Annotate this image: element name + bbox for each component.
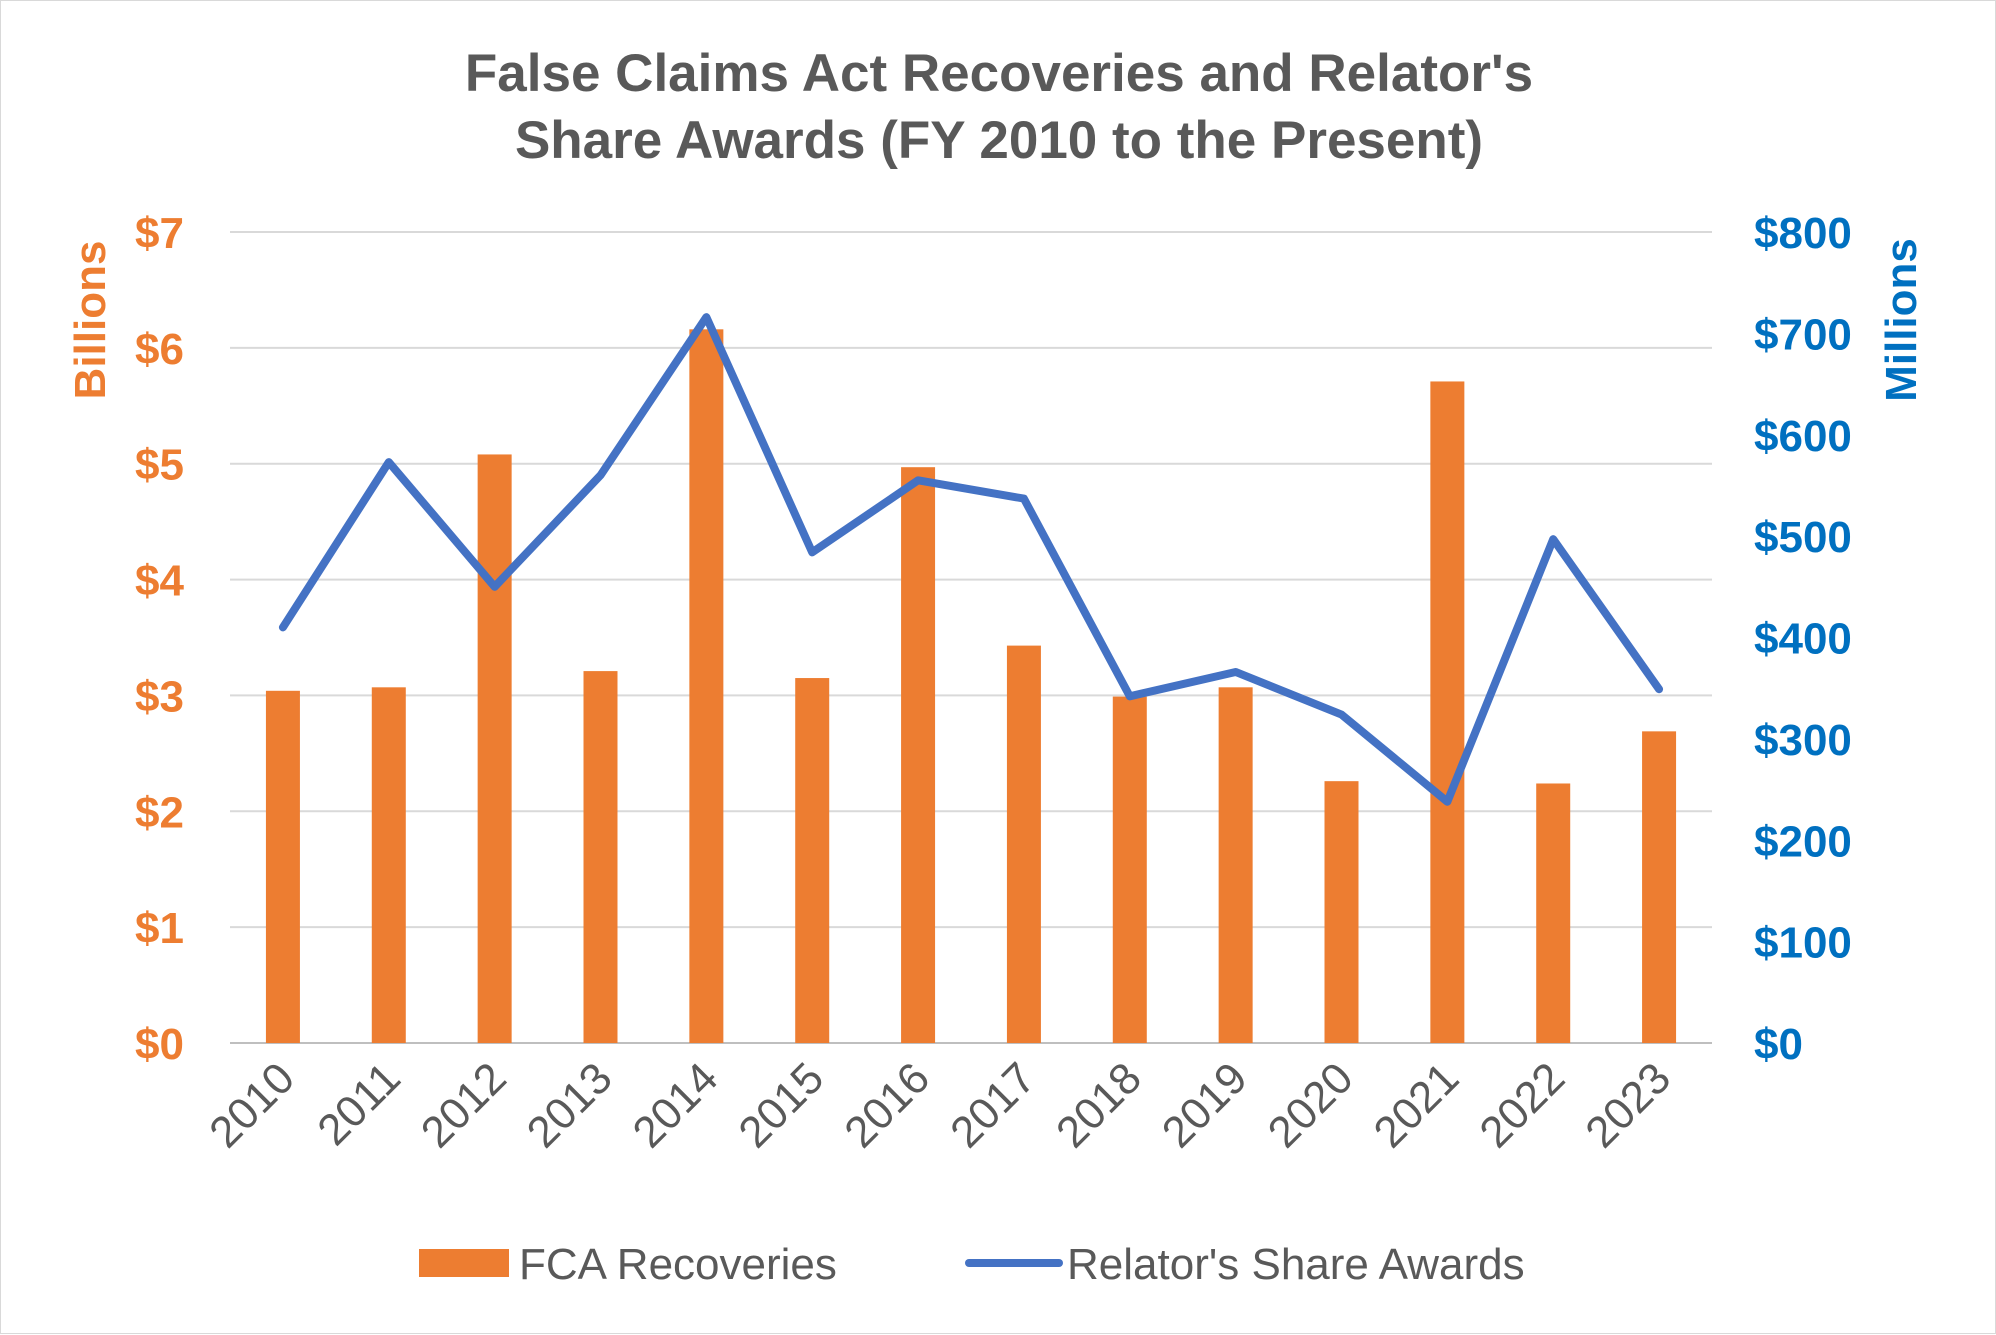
y-right-tick-label: $400 — [1754, 615, 1852, 664]
y-left-tick-label: $7 — [135, 209, 184, 258]
y-right-tick-label: $200 — [1754, 817, 1852, 866]
bar-2011 — [372, 687, 406, 1043]
bar-2016 — [901, 467, 935, 1043]
y-right-tick-label: $500 — [1754, 513, 1852, 562]
chart-title: False Claims Act Recoveries and Relator'… — [465, 44, 1533, 170]
y-axis-left-label: Billions — [66, 241, 115, 400]
y-left-tick-label: $6 — [135, 325, 184, 374]
bar-series-fca-recoveries — [266, 329, 1676, 1043]
y-right-tick-label: $300 — [1754, 716, 1852, 765]
x-tick-label: 2022 — [1470, 1053, 1574, 1157]
gridlines — [230, 232, 1712, 1043]
legend: FCA Recoveries Relator's Share Awards — [419, 1240, 1525, 1289]
x-tick-label: 2011 — [308, 1053, 410, 1155]
bar-2021 — [1430, 381, 1464, 1043]
x-tick-label: 2015 — [729, 1053, 833, 1157]
bar-2023 — [1642, 731, 1676, 1043]
y-left-tick-label: $3 — [135, 672, 184, 721]
bar-2017 — [1007, 646, 1041, 1043]
y-left-tick-label: $1 — [135, 904, 184, 953]
y-axis-left: $0 $1 $2 $3 $4 $5 $6 $7 — [135, 209, 184, 1069]
y-axis-right-label: Millions — [1877, 238, 1926, 402]
legend-swatch-fca-recoveries — [419, 1249, 509, 1277]
bar-2010 — [266, 691, 300, 1043]
x-tick-label: 2012 — [412, 1053, 516, 1157]
bar-2012 — [478, 454, 512, 1043]
x-tick-label: 2010 — [200, 1053, 304, 1157]
y-axis-right: $0 $100 $200 $300 $400 $500 $600 $700 $800 — [1754, 209, 1852, 1069]
bar-2018 — [1113, 697, 1147, 1043]
y-left-tick-label: $4 — [135, 557, 184, 606]
bar-2013 — [584, 671, 618, 1043]
chart-title-line-2: Share Awards (FY 2010 to the Present) — [515, 111, 1483, 170]
x-tick-label: 2020 — [1259, 1053, 1363, 1157]
y-right-tick-label: $700 — [1754, 310, 1852, 359]
y-left-tick-label: $2 — [135, 788, 184, 837]
y-right-tick-label: $600 — [1754, 412, 1852, 461]
x-tick-label: 2018 — [1047, 1053, 1151, 1157]
y-left-tick-label: $0 — [135, 1020, 184, 1069]
bar-2019 — [1219, 687, 1253, 1043]
y-right-tick-label: $100 — [1754, 919, 1852, 968]
x-tick-label: 2017 — [941, 1053, 1045, 1157]
x-tick-label: 2013 — [518, 1053, 622, 1157]
bar-2022 — [1536, 783, 1570, 1043]
x-tick-label: 2014 — [624, 1053, 728, 1157]
y-right-tick-label: $0 — [1754, 1020, 1803, 1069]
y-right-tick-label: $800 — [1754, 209, 1852, 258]
x-tick-label: 2019 — [1153, 1053, 1257, 1157]
y-left-tick-label: $5 — [135, 441, 184, 490]
x-tick-label: 2016 — [835, 1053, 939, 1157]
chart-title-line-1: False Claims Act Recoveries and Relator'… — [465, 44, 1533, 103]
legend-label-fca-recoveries: FCA Recoveries — [519, 1240, 837, 1289]
bar-2015 — [795, 678, 829, 1043]
legend-label-relators-share-awards: Relator's Share Awards — [1067, 1240, 1525, 1289]
x-tick-label: 2023 — [1576, 1053, 1680, 1157]
bar-2014 — [689, 329, 723, 1043]
bar-2020 — [1325, 781, 1359, 1043]
x-tick-label: 2021 — [1365, 1053, 1469, 1157]
